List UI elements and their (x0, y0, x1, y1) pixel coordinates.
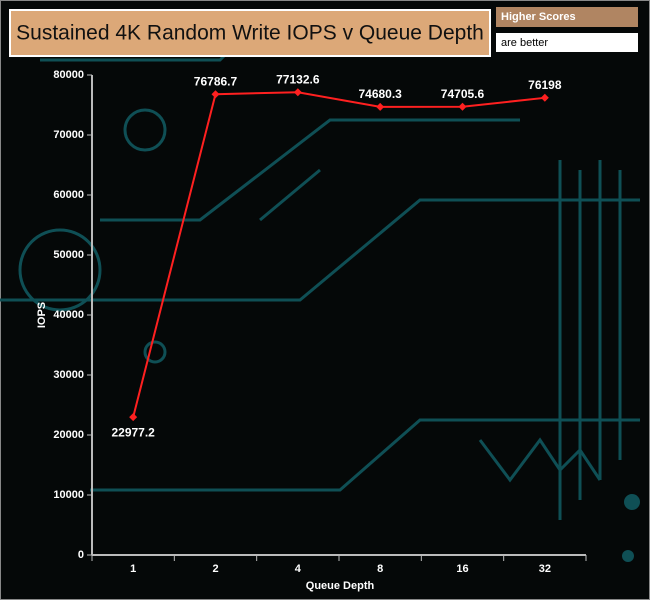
data-label: 22977.2 (111, 425, 155, 439)
y-tick-label: 0 (78, 549, 84, 561)
y-tick-label: 10000 (53, 489, 84, 501)
data-point (376, 102, 385, 111)
note-text: Higher Scores (501, 11, 576, 23)
x-tick-label: 4 (295, 563, 302, 575)
data-point (211, 90, 220, 99)
x-tick-label: 2 (212, 563, 218, 575)
data-label: 76198 (528, 78, 562, 92)
x-axis-label: Queue Depth (306, 580, 375, 592)
note-text: are better (501, 37, 548, 49)
y-tick-label: 70000 (53, 129, 84, 141)
x-tick-label: 16 (456, 563, 468, 575)
x-tick-label: 1 (130, 563, 136, 575)
y-tick-label: 30000 (53, 369, 84, 381)
title-box (9, 9, 491, 57)
data-point (540, 93, 549, 102)
chart-title: Sustained 4K Random Write IOPS v Queue D… (16, 22, 484, 45)
data-label: 77132.6 (276, 72, 320, 86)
data-label: 74680.3 (358, 87, 402, 101)
y-tick-label: 40000 (53, 309, 84, 321)
data-label: 76786.7 (194, 74, 238, 88)
data-label: 74705.6 (441, 87, 485, 101)
y-tick-label: 80000 (53, 69, 84, 81)
data-line (132, 91, 545, 418)
data-point (293, 88, 302, 97)
note-box (496, 7, 638, 27)
y-tick-label: 50000 (53, 249, 84, 261)
y-tick-label: 20000 (53, 429, 84, 441)
data-point (458, 102, 467, 111)
x-tick-label: 8 (377, 563, 383, 575)
note-box (496, 33, 638, 52)
y-axis-label: IOPS (36, 302, 48, 328)
x-tick-label: 32 (539, 563, 551, 575)
y-tick-label: 60000 (53, 189, 84, 201)
data-point (129, 413, 138, 422)
